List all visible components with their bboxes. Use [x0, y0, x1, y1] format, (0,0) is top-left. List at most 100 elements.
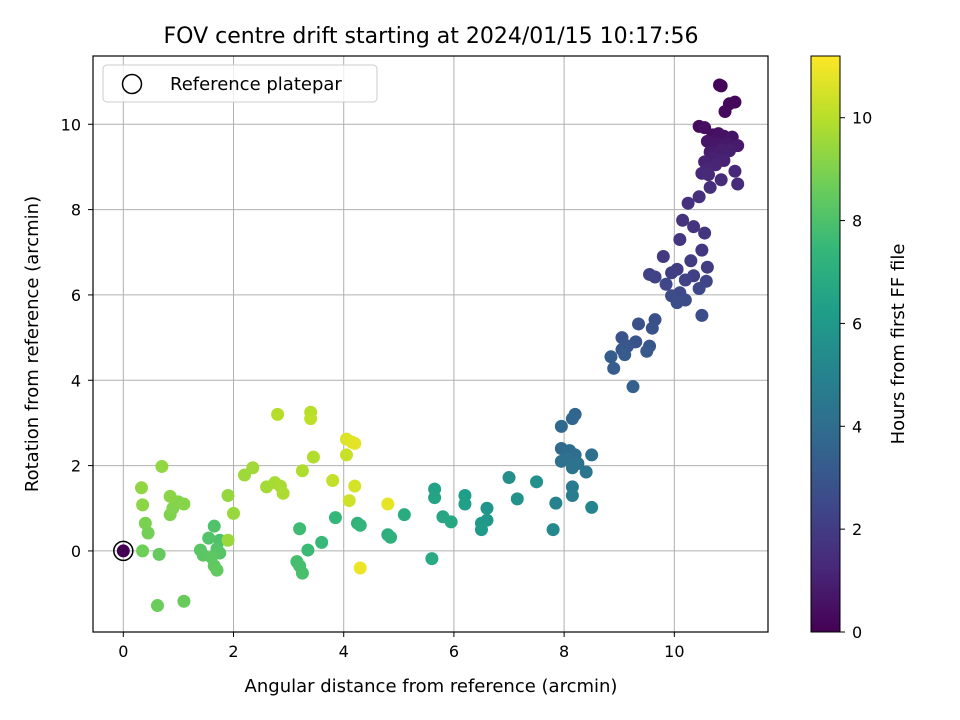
data-point: [681, 196, 695, 210]
y-tick-label: 4: [71, 371, 81, 390]
data-point: [425, 552, 439, 566]
data-point: [554, 419, 568, 433]
data-point: [177, 594, 191, 608]
data-point: [656, 250, 670, 264]
data-point: [565, 461, 579, 475]
data-point: [326, 474, 340, 488]
data-point: [670, 296, 684, 310]
plot-frame: [92, 55, 769, 633]
colorbar-tick-label: 6: [852, 314, 862, 333]
data-point: [207, 519, 221, 533]
data-point: [163, 489, 177, 503]
x-tick-label: 4: [339, 642, 349, 661]
data-point: [295, 566, 309, 580]
data-point: [295, 464, 309, 478]
legend-marker: [121, 73, 143, 95]
data-point: [692, 282, 706, 296]
data-point: [177, 497, 191, 511]
data-point: [221, 488, 235, 502]
data-point: [714, 173, 728, 187]
data-point: [695, 243, 709, 257]
data-point: [731, 177, 745, 191]
data-point: [640, 344, 654, 358]
data-point: [444, 515, 458, 529]
y-axis-label: Rotation from reference (arcmin): [22, 196, 43, 492]
data-point: [530, 475, 544, 489]
data-point: [293, 522, 307, 536]
data-point: [458, 497, 472, 511]
data-point: [695, 308, 709, 322]
data-point: [138, 516, 152, 530]
data-point: [271, 407, 285, 421]
data-point: [718, 104, 732, 118]
data-point: [202, 531, 216, 545]
data-point: [502, 471, 516, 485]
data-point: [328, 511, 342, 525]
data-point: [632, 317, 646, 331]
data-point: [384, 530, 398, 544]
y-tick-label: 0: [71, 542, 81, 561]
data-point: [155, 459, 169, 473]
x-tick-label: 10: [664, 642, 684, 661]
data-point: [701, 168, 715, 182]
legend-entry-reference-platepar: Reference platepar: [170, 74, 342, 95]
data-point: [353, 561, 367, 575]
data-point: [687, 220, 701, 234]
data-point: [678, 273, 692, 287]
y-tick-label: 8: [71, 201, 81, 220]
data-point: [480, 501, 494, 515]
colorbar-tick-label: 0: [852, 623, 862, 642]
chart-title: FOV centre drift starting at 2024/01/15 …: [164, 24, 699, 49]
data-point: [714, 79, 728, 93]
x-tick-label: 0: [118, 642, 128, 661]
x-axis-ticks: 0 2 4 6 8 10: [118, 632, 685, 661]
colorbar-tick-label: 2: [852, 520, 862, 539]
data-point: [136, 498, 150, 512]
data-point: [342, 494, 356, 508]
data-point: [141, 526, 155, 540]
x-tick-label: 6: [449, 642, 459, 661]
data-point: [728, 164, 742, 178]
colorbar-gradient: [810, 55, 841, 633]
colorbar-tick-label: 4: [852, 417, 862, 436]
data-point: [301, 543, 315, 557]
data-point: [474, 523, 488, 537]
data-point: [339, 448, 353, 462]
data-point: [585, 500, 599, 514]
data-point: [221, 533, 235, 547]
data-point: [397, 508, 411, 522]
data-point: [134, 481, 148, 495]
data-point: [136, 544, 150, 558]
x-tick-label: 8: [559, 642, 569, 661]
y-tick-label: 10: [61, 115, 81, 134]
data-point: [546, 523, 560, 537]
data-point: [722, 144, 736, 158]
data-point: [246, 461, 260, 475]
data-point: [626, 380, 640, 394]
colorbar-label: Hours from first FF file: [888, 244, 909, 445]
data-point: [348, 479, 362, 493]
data-point: [152, 547, 166, 561]
data-point: [607, 361, 621, 375]
data-point: [565, 412, 579, 426]
colorbar: 0 2 4 6 8 10 Hours from first FF file: [810, 55, 909, 642]
y-axis-ticks: 0 2 4 6 8 10: [61, 115, 93, 561]
colorbar-ticks: 0 2 4 6 8 10: [840, 109, 872, 642]
data-point: [428, 491, 442, 505]
data-point: [565, 488, 579, 502]
y-tick-label: 2: [71, 457, 81, 476]
data-point: [665, 266, 679, 280]
data-point: [306, 450, 320, 464]
x-tick-label: 2: [228, 642, 238, 661]
data-point: [700, 260, 714, 274]
grid-lines: [93, 56, 768, 632]
data-point: [604, 350, 618, 364]
data-point: [673, 232, 687, 246]
reference-marker: [113, 540, 134, 562]
data-point: [585, 448, 599, 462]
data-point: [676, 213, 690, 227]
data-point: [227, 506, 241, 520]
data-point: [150, 599, 164, 613]
colorbar-tick-label: 8: [852, 212, 862, 231]
data-point: [554, 454, 568, 468]
